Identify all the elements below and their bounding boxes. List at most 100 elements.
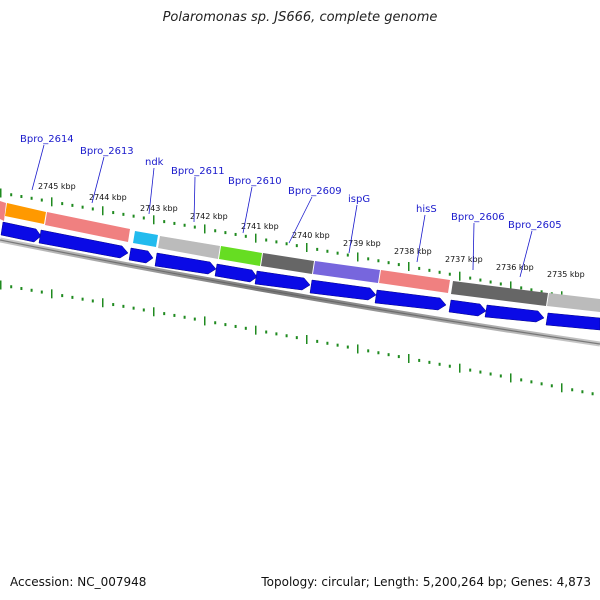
minor-tick — [61, 202, 64, 206]
minor-tick — [387, 353, 390, 357]
cog-block-darkgray-2 — [451, 281, 548, 306]
minor-tick — [489, 280, 492, 284]
minor-tick — [265, 238, 268, 242]
cog-block-salmon-2 — [379, 270, 450, 293]
major-tick — [357, 252, 359, 262]
minor-tick — [499, 374, 502, 378]
minor-tick — [234, 232, 237, 236]
minor-tick — [71, 203, 74, 207]
cog-block-salmon-1 — [45, 212, 130, 242]
minor-tick — [479, 278, 482, 282]
major-tick — [51, 197, 53, 207]
minor-tick — [40, 198, 43, 202]
minor-tick — [81, 297, 84, 301]
minor-tick — [295, 336, 298, 340]
minor-tick — [40, 290, 43, 294]
leader-line — [193, 176, 196, 223]
minor-tick — [173, 221, 176, 225]
gene-label: ndk — [145, 157, 164, 168]
minor-tick — [193, 317, 196, 321]
minor-tick — [10, 193, 13, 197]
kbp-label: 2745 kbp — [38, 182, 76, 191]
cds-arrow — [0, 221, 42, 243]
gene-label: Bpro_2606 — [451, 212, 505, 223]
minor-tick — [489, 372, 492, 376]
minor-tick — [428, 268, 431, 272]
major-tick — [153, 307, 155, 317]
kbp-label: 2742 kbp — [190, 212, 228, 221]
major-tick — [510, 281, 512, 291]
kbp-label: 2739 kbp — [343, 239, 381, 248]
kbp-label: 2740 kbp — [292, 231, 330, 240]
minor-tick — [173, 313, 176, 317]
cds-arrow — [448, 299, 487, 317]
minor-tick — [469, 368, 472, 372]
minor-tick — [367, 257, 370, 261]
gene-label: Bpro_2611 — [171, 166, 225, 177]
minor-tick — [214, 229, 217, 233]
leader-line — [348, 204, 358, 254]
cds-arrow — [374, 289, 447, 311]
kbp-label: 2743 kbp — [140, 204, 178, 213]
cds-arrow — [38, 229, 129, 259]
major-tick — [255, 233, 257, 243]
minor-tick — [346, 345, 349, 349]
major-tick — [255, 325, 257, 335]
gene-label: Bpro_2610 — [228, 176, 282, 187]
minor-tick — [591, 392, 594, 396]
minor-tick — [326, 249, 329, 253]
minor-tick — [520, 378, 523, 382]
cds-arrow — [214, 263, 258, 283]
gene-leader-lines — [31, 144, 533, 278]
minor-tick — [438, 362, 441, 366]
minor-tick — [336, 343, 339, 347]
minor-tick — [397, 355, 400, 359]
major-tick — [306, 243, 308, 253]
major-tick — [0, 188, 2, 198]
cog-block-purple — [313, 261, 380, 283]
gene-label: Bpro_2614 — [20, 134, 74, 145]
gene-label: hisS — [416, 204, 437, 215]
cds-arrow — [128, 247, 154, 264]
major-tick — [357, 344, 359, 354]
kbp-label: 2741 kbp — [241, 222, 279, 231]
cds-arrow — [309, 279, 377, 301]
major-tick — [204, 224, 206, 234]
minor-tick — [469, 276, 472, 280]
gene-label: ispG — [348, 194, 370, 205]
accession-text: Accession: NC_007948 — [10, 575, 147, 589]
minor-tick — [530, 288, 533, 292]
cog-block-red-left — [0, 201, 6, 221]
minor-tick — [448, 272, 451, 276]
minor-tick — [183, 315, 186, 319]
minor-tick — [418, 358, 421, 362]
kbp-label: 2736 kbp — [496, 263, 534, 272]
minor-tick — [20, 195, 23, 199]
leader-line — [31, 144, 45, 191]
gene-label: Bpro_2609 — [288, 186, 342, 197]
major-tick — [510, 373, 512, 383]
major-tick — [204, 316, 206, 326]
cds-arrow — [154, 252, 217, 275]
leader-line — [242, 186, 253, 234]
minor-tick — [163, 312, 166, 316]
leader-line — [519, 230, 533, 278]
minor-tick — [316, 247, 319, 251]
minor-tick — [530, 380, 533, 384]
minor-tick — [275, 240, 278, 244]
minor-tick — [10, 285, 13, 289]
major-tick — [459, 363, 461, 373]
minor-tick — [91, 207, 94, 211]
map-title: Polaromonas sp. JS666, complete genome — [162, 10, 438, 25]
cog-block-gray-2 — [547, 293, 600, 312]
major-tick — [102, 298, 104, 308]
minor-tick — [581, 390, 584, 394]
minor-tick — [122, 304, 125, 308]
minor-tick — [479, 370, 482, 374]
gene-labels: Bpro_2614 Bpro_2613 ndk Bpro_2611 Bpro_2… — [20, 134, 562, 231]
minor-tick — [20, 287, 23, 291]
minor-tick — [285, 242, 288, 246]
minor-tick — [163, 220, 166, 224]
minor-tick — [397, 263, 400, 267]
